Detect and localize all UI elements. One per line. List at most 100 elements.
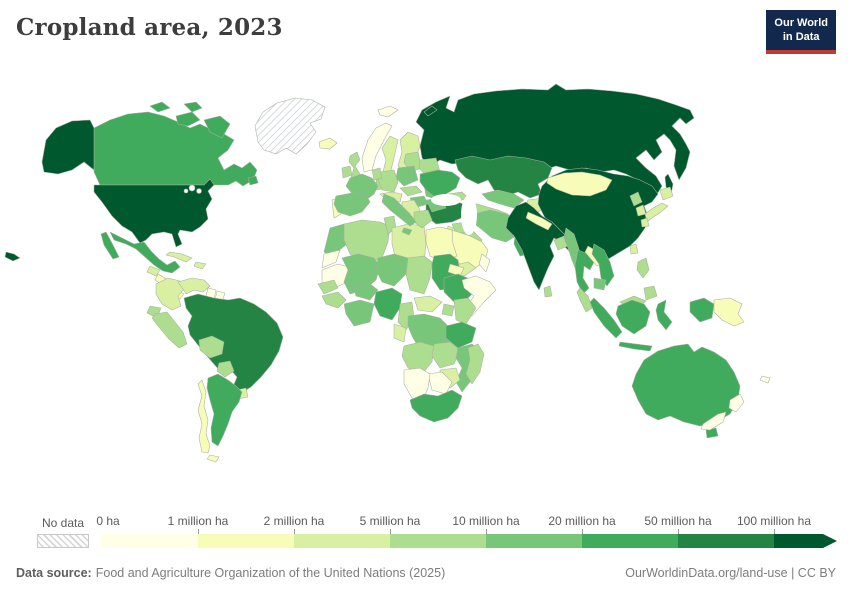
country-sri-lanka[interactable] — [543, 285, 553, 298]
footer: Data source: Food and Agriculture Organiz… — [16, 566, 836, 580]
footer-source-label: Data source: — [16, 566, 92, 580]
country-botswana[interactable] — [427, 371, 453, 395]
country-brazil[interactable] — [183, 293, 284, 394]
country-chad[interactable] — [405, 255, 433, 295]
country-madagascar[interactable] — [465, 343, 485, 385]
country-guatemala[interactable] — [146, 265, 161, 277]
owid-logo-line1: Our World — [774, 17, 828, 29]
country-nigeria[interactable] — [373, 287, 403, 321]
country-iceland[interactable] — [318, 137, 338, 150]
legend-no-data[interactable]: No data — [37, 516, 89, 548]
legend-tick-label: 20 million ha — [548, 514, 616, 528]
country-peru[interactable] — [151, 311, 188, 349]
footer-license[interactable]: CC BY — [797, 566, 836, 580]
country-argentina[interactable] — [206, 373, 243, 447]
legend-bin-swatch[interactable] — [774, 529, 823, 548]
country-senegal[interactable] — [317, 279, 339, 295]
country-australia[interactable] — [631, 343, 741, 439]
footer-credits: OurWorldinData.org/land-use | CC BY — [625, 566, 836, 580]
country-svalbard[interactable] — [377, 105, 399, 118]
owid-logo-line2: in Data — [782, 31, 820, 44]
country-western-sahara[interactable] — [321, 249, 341, 269]
legend-bin-swatch[interactable] — [198, 529, 294, 548]
country-philippines[interactable] — [636, 257, 658, 301]
legend-color-bar: 0 ha 1 million ha 2 million ha 5 million… — [96, 514, 837, 548]
country-indonesia[interactable] — [589, 297, 715, 352]
legend-labels: 0 ha 1 million ha 2 million ha 5 million… — [96, 514, 837, 530]
country-bolivia[interactable] — [198, 335, 225, 359]
country-cuba[interactable] — [165, 251, 193, 263]
country-hispaniola[interactable] — [193, 261, 207, 270]
country-germany[interactable] — [377, 169, 399, 193]
country-north-korea[interactable] — [629, 191, 643, 207]
great-lakes — [183, 184, 202, 194]
country-mexico[interactable] — [100, 231, 181, 274]
country-south-africa[interactable] — [409, 389, 463, 423]
country-taiwan[interactable] — [629, 243, 639, 255]
owid-logo[interactable]: Our World in Data — [766, 10, 836, 54]
country-gabon-congo[interactable] — [393, 323, 407, 343]
footer-link[interactable]: OurWorldinData.org/land-use — [625, 566, 788, 580]
legend-tick-label: 5 million ha — [359, 514, 421, 528]
legend-tick-label: 0 ha — [96, 514, 120, 528]
legend-tick-label: 1 million ha — [167, 514, 229, 528]
country-colombia[interactable] — [155, 277, 185, 311]
legend-tick-label: 2 million ha — [263, 514, 325, 528]
legend-segments — [102, 529, 837, 548]
world-map — [0, 82, 850, 502]
country-venezuela[interactable] — [177, 277, 211, 295]
country-norway[interactable] — [361, 122, 393, 173]
country-burkina-faso[interactable] — [353, 283, 379, 301]
legend-no-data-label: No data — [41, 516, 85, 530]
country-cambodia[interactable] — [593, 277, 607, 291]
country-poland[interactable] — [395, 165, 419, 187]
country-italy[interactable] — [381, 193, 417, 236]
country-benelux[interactable] — [371, 167, 383, 181]
country-chile[interactable] — [197, 379, 220, 463]
legend-bin-swatch[interactable] — [582, 529, 678, 548]
country-uzbekistan[interactable] — [481, 189, 525, 209]
country-greenland[interactable] — [254, 97, 326, 155]
country-kenya[interactable] — [453, 297, 477, 325]
country-russia-novaya-zemlya[interactable] — [423, 105, 438, 117]
country-czech-slovakia[interactable] — [399, 185, 423, 197]
country-mongolia[interactable] — [546, 171, 613, 197]
legend-bin-swatch[interactable] — [390, 529, 486, 548]
country-japan[interactable] — [640, 186, 674, 228]
legend-bin-swatch[interactable] — [486, 529, 582, 548]
country-tanzania[interactable] — [445, 321, 477, 349]
country-canada[interactable] — [93, 101, 259, 187]
country-papua-new-guinea[interactable] — [713, 297, 745, 327]
country-vietnam[interactable] — [591, 243, 615, 287]
black-sea — [431, 194, 461, 206]
country-uganda[interactable] — [441, 303, 455, 317]
country-niger[interactable] — [375, 253, 409, 287]
persian-gulf — [488, 240, 496, 248]
country-cote-divoire-ghana[interactable] — [343, 299, 375, 327]
country-guinea[interactable] — [321, 291, 347, 309]
country-nepal[interactable] — [525, 211, 553, 231]
page-title: Cropland area, 2023 — [16, 14, 283, 41]
country-algeria[interactable] — [343, 219, 391, 265]
map-legend: No data 0 ha 1 million ha 2 million ha 5… — [37, 514, 837, 548]
country-paraguay[interactable] — [216, 360, 235, 378]
country-central-african-republic[interactable] — [413, 295, 443, 313]
country-angola[interactable] — [401, 341, 435, 375]
country-ireland[interactable] — [341, 165, 353, 179]
legend-bin-swatch[interactable] — [294, 529, 390, 548]
legend-bin-swatch[interactable] — [102, 534, 198, 548]
country-new-caledonia[interactable] — [759, 375, 771, 384]
legend-tick-label: 100 million ha — [736, 514, 812, 528]
country-new-zealand[interactable] — [700, 393, 745, 431]
country-oman[interactable] — [478, 253, 491, 273]
caspian-sea — [461, 195, 477, 235]
legend-tick-label: 10 million ha — [452, 514, 520, 528]
country-united-states[interactable] — [4, 119, 215, 262]
legend-bin-swatch[interactable] — [678, 529, 774, 548]
footer-separator: | — [787, 566, 798, 580]
country-egypt[interactable] — [425, 226, 458, 263]
no-data-swatch[interactable] — [37, 534, 89, 548]
country-zambia[interactable] — [431, 341, 461, 369]
country-spain[interactable] — [333, 192, 371, 217]
